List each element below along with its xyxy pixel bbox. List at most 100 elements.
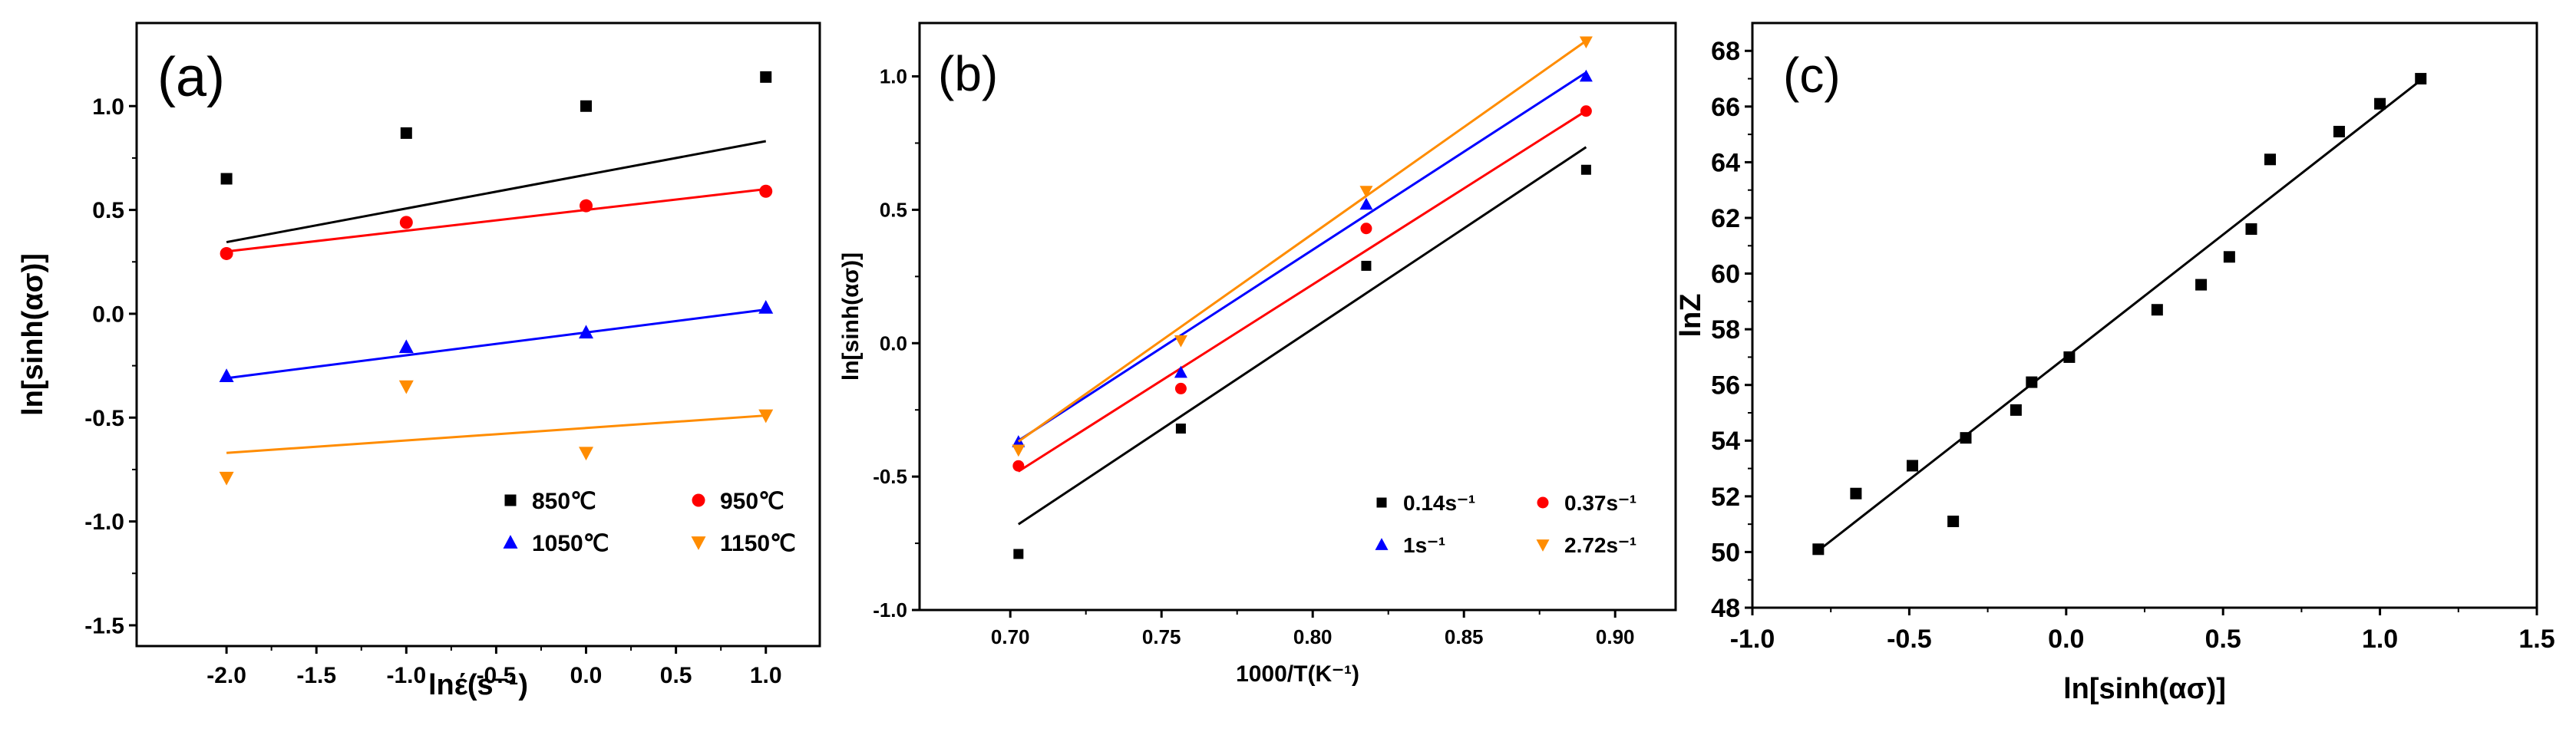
- fit-line: [1018, 146, 1587, 526]
- chart-panel-2: 0.70 0.75 0.80 0.85 0.90 -1.0 -0.5 0.0 0.5 1.0 100…: [838, 21, 1677, 687]
- data-point: [2374, 97, 2386, 110]
- data-point: [2415, 73, 2427, 85]
- data-point: [1580, 105, 1592, 117]
- fit-line: [226, 308, 766, 380]
- y-tick-label: 50: [1711, 538, 1740, 567]
- series-2: [220, 184, 773, 260]
- y-tick-label: 0.5: [92, 198, 124, 223]
- fit-line: [1018, 110, 1587, 473]
- data-point: [760, 71, 772, 83]
- data-point: [399, 216, 413, 229]
- data-point: [1175, 424, 1186, 434]
- y-axis-label: ln[sinh(ασ)]: [838, 252, 864, 381]
- data-point: [1360, 223, 1372, 235]
- data-point: [219, 368, 234, 383]
- x-tick-label: 0.90: [1596, 625, 1635, 648]
- data-point: [579, 325, 594, 339]
- data-point: [400, 127, 412, 139]
- legend-label: 1050℃: [532, 531, 609, 556]
- panel-label: (b): [938, 46, 998, 101]
- data-point: [1812, 543, 1825, 556]
- data-point: [579, 447, 594, 461]
- data-point: [1579, 36, 1593, 49]
- data-point: [1012, 444, 1025, 457]
- data-point: [2151, 304, 2163, 316]
- panel-label: (c): [1783, 48, 1841, 103]
- data-point: [2223, 251, 2235, 263]
- data-point: [1174, 382, 1187, 394]
- x-tick-label: -2.0: [206, 663, 246, 688]
- series-1: [1812, 73, 2427, 556]
- fit-line: [226, 140, 767, 244]
- y-axis-label: ln[sinh(ασ)]: [17, 253, 49, 416]
- data-point: [1361, 260, 1372, 271]
- y-tick-label: 64: [1711, 148, 1740, 177]
- data-point: [1579, 69, 1593, 82]
- y-tick-label: 1.0: [880, 65, 907, 88]
- x-tick-label: -1.5: [296, 663, 336, 688]
- y-tick-label: 54: [1711, 427, 1740, 456]
- fit-line: [1814, 79, 2422, 555]
- legend: 0.14s⁻¹ 0.37s⁻¹ 1s⁻¹ 2.72s⁻¹: [1375, 491, 1636, 557]
- x-tick-label: 0.80: [1293, 625, 1333, 648]
- x-axis-label: ln[sinh(ασ)]: [2063, 673, 2226, 705]
- data-point: [398, 339, 414, 354]
- y-tick-label: 0.0: [880, 331, 907, 354]
- y-tick-label: 62: [1711, 204, 1740, 233]
- y-tick-label: 66: [1711, 93, 1740, 122]
- series-2: [1012, 105, 1592, 473]
- x-axis-label: 1000/T(K⁻¹): [1236, 661, 1359, 687]
- fit-line: [226, 414, 766, 454]
- legend-marker: [504, 494, 517, 506]
- legend: 850℃ 950℃ 1050℃ 1150℃: [503, 489, 796, 556]
- data-point: [219, 471, 234, 486]
- x-tick-label: 0.75: [1142, 625, 1181, 648]
- data-point: [759, 184, 773, 198]
- data-point: [220, 173, 233, 185]
- fit-line: [1017, 40, 1587, 443]
- data-point: [1580, 164, 1591, 175]
- legend-marker: [692, 493, 705, 507]
- x-tick-label: -1.0: [1730, 625, 1775, 654]
- data-point: [580, 100, 593, 112]
- plot-frame: [135, 21, 821, 648]
- y-tick-label: 56: [1711, 371, 1740, 401]
- x-tick-label: 0.85: [1445, 625, 1484, 648]
- data-point: [758, 299, 774, 314]
- legend-label: 1150℃: [720, 531, 796, 556]
- data-point: [1960, 432, 1972, 444]
- data-point: [2026, 376, 2038, 388]
- x-tick-label: 1.0: [750, 663, 782, 688]
- legend-label: 850℃: [532, 489, 596, 514]
- x-tick-label: 0.5: [660, 663, 692, 688]
- data-point: [398, 380, 414, 394]
- data-point: [2333, 126, 2345, 138]
- fit-line: [226, 188, 766, 253]
- data-point: [1012, 460, 1025, 472]
- data-point: [2195, 279, 2208, 291]
- legend-label: 950℃: [720, 489, 784, 514]
- data-point: [580, 199, 593, 213]
- fit-line: [1018, 71, 1587, 442]
- x-tick-label: 0.0: [570, 663, 603, 688]
- series-4: [219, 380, 774, 486]
- series-1: [220, 71, 772, 244]
- panel-label: (a): [157, 47, 225, 108]
- y-tick-label: -0.5: [873, 465, 907, 488]
- y-tick-label: 58: [1711, 315, 1740, 345]
- data-point: [1174, 335, 1187, 348]
- x-tick-label: 1.5: [2518, 625, 2555, 654]
- y-tick-label: 52: [1711, 483, 1740, 512]
- data-point: [2063, 351, 2076, 363]
- x-tick-label: 0.70: [991, 625, 1030, 648]
- data-point: [2010, 404, 2022, 416]
- series-1: [1013, 146, 1591, 559]
- chart-panel-1: -2.0 -1.5 -1.0 -0.5 0.0 0.5 1.0 -1.5 -1.0 -0.5 0.0…: [17, 21, 821, 701]
- series-3: [219, 299, 774, 383]
- x-tick-label: -0.5: [1887, 625, 1932, 654]
- legend-label: 0.37s⁻¹: [1564, 491, 1636, 515]
- y-tick-label: -1.5: [84, 613, 124, 638]
- y-tick-label: -1.0: [873, 598, 907, 622]
